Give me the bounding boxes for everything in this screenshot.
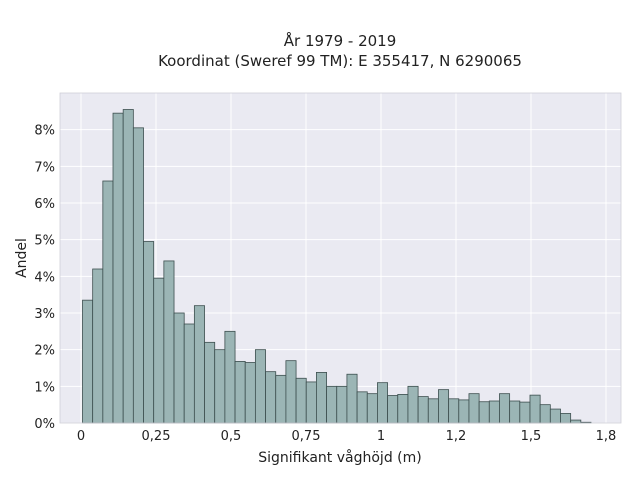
- y-tick-label: 0%: [34, 417, 55, 432]
- y-tick-label: 8%: [34, 124, 55, 139]
- y-tick-label: 5%: [34, 234, 55, 249]
- histogram-bar: [112, 112, 124, 424]
- histogram-bar: [163, 260, 175, 424]
- x-tick-label: 0,25: [142, 429, 171, 444]
- histogram-bar: [356, 391, 368, 424]
- chart-title-line-1: År 1979 - 2019: [284, 31, 397, 50]
- histogram-bar: [326, 385, 338, 424]
- histogram-bar: [417, 396, 429, 424]
- histogram-bar: [153, 277, 165, 424]
- histogram-bar: [214, 349, 226, 424]
- y-tick-label: 3%: [34, 307, 55, 322]
- histogram-bar: [438, 389, 450, 424]
- histogram-bar: [529, 394, 541, 424]
- histogram-bar: [122, 109, 134, 424]
- chart-title-line-2: Koordinat (Sweref 99 TM): E 355417, N 62…: [158, 52, 522, 70]
- y-tick-label: 7%: [34, 160, 55, 175]
- histogram-bar: [295, 377, 307, 424]
- histogram-bar: [285, 360, 297, 424]
- y-tick-label: 2%: [34, 344, 55, 359]
- histogram-bar: [102, 180, 114, 424]
- x-tick-label: 0,75: [292, 429, 321, 444]
- histogram-bar: [183, 323, 195, 424]
- x-tick-label: 1,5: [521, 429, 542, 444]
- histogram-bar: [336, 385, 348, 424]
- x-axis-ticks: 0 0,25 0,5 0,75 1 1,2 1,5 1,8: [77, 429, 616, 444]
- histogram-bar: [478, 401, 490, 424]
- histogram-bar: [468, 393, 480, 424]
- histogram-bar: [305, 381, 317, 424]
- histogram-bar: [346, 373, 358, 424]
- histogram-bar: [448, 398, 460, 424]
- histogram-bar: [82, 299, 94, 424]
- histogram-bar: [387, 395, 399, 424]
- histogram-bar: [499, 393, 511, 424]
- histogram-bar: [234, 360, 246, 424]
- y-tick-label: 1%: [34, 380, 55, 395]
- x-tick-label: 0: [77, 429, 85, 444]
- x-tick-label: 1: [377, 429, 385, 444]
- y-tick-label: 4%: [34, 270, 55, 285]
- x-axis-label: Signifikant våghöjd (m): [258, 449, 421, 466]
- histogram-bar: [560, 413, 572, 424]
- y-axis-ticks: 0% 1% 2% 3% 4% 5% 6% 7% 8%: [34, 124, 55, 432]
- bars-group: [82, 109, 592, 424]
- histogram-bar: [539, 404, 551, 424]
- histogram-bar: [193, 305, 205, 424]
- histogram-bar: [509, 400, 521, 424]
- y-tick-label: 6%: [34, 197, 55, 212]
- histogram-bar: [265, 371, 277, 424]
- histogram-bar: [204, 341, 216, 424]
- histogram-bar: [254, 349, 266, 424]
- histogram-bar: [275, 374, 287, 424]
- x-tick-label: 0,5: [221, 429, 242, 444]
- histogram-bar: [316, 371, 327, 424]
- histogram-bar: [132, 127, 144, 424]
- histogram-bar: [407, 385, 419, 424]
- plot-frame: [59, 92, 622, 424]
- histogram-bar: [366, 393, 378, 424]
- histogram-bar: [397, 393, 409, 424]
- histogram-bar: [173, 312, 185, 424]
- histogram-bar: [143, 241, 155, 424]
- histogram-bar: [224, 330, 236, 424]
- y-axis-label: Andel: [14, 238, 30, 278]
- x-tick-label: 1,2: [446, 429, 467, 444]
- histogram-bar: [519, 401, 531, 424]
- histogram-bar: [427, 398, 439, 424]
- x-tick-label: 1,8: [596, 429, 617, 444]
- histogram-bar: [92, 268, 104, 424]
- histogram-bar: [549, 408, 561, 424]
- histogram-bar: [488, 400, 500, 424]
- histogram-bar: [244, 362, 256, 424]
- histogram-bar: [570, 419, 582, 424]
- histogram-bar: [377, 382, 388, 424]
- histogram-bar: [458, 399, 470, 424]
